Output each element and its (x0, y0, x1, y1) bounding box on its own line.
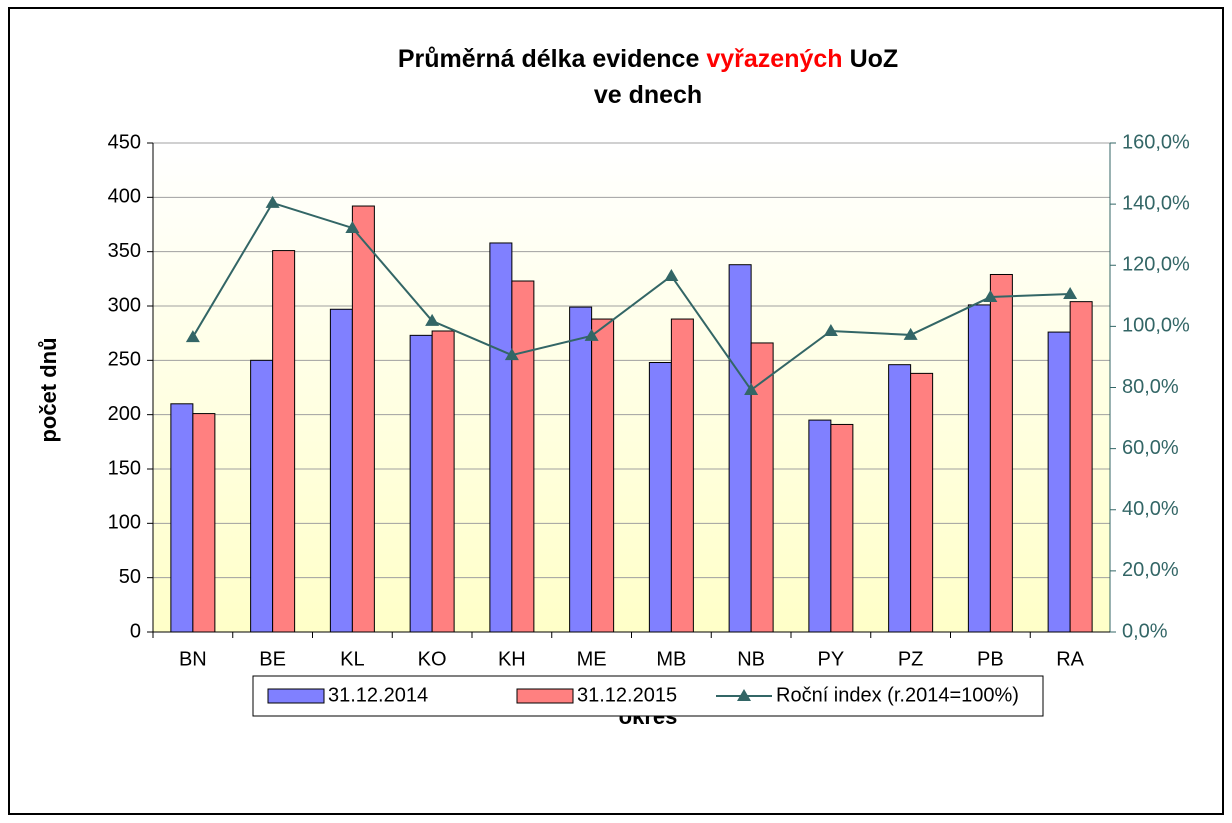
bar (409, 334, 433, 633)
bar (670, 318, 694, 633)
y-tick-label: 100 (108, 512, 141, 534)
title-part: ve dnech (594, 81, 702, 109)
x-tick-label: BN (179, 648, 207, 670)
bar (272, 250, 296, 633)
bar (511, 280, 535, 633)
y-tick-label: 150 (108, 457, 141, 479)
title-part: vyřazených (706, 45, 842, 73)
bar (728, 264, 752, 633)
title-part: UoZ (850, 45, 899, 73)
x-tick-label: MB (656, 648, 686, 670)
y-tick-label: 350 (108, 240, 141, 262)
y2-tick-label: 40,0% (1122, 498, 1179, 520)
bar (329, 308, 353, 633)
legend-box (252, 675, 1044, 717)
marker (345, 220, 360, 233)
y2-tick-label: 0,0% (1122, 620, 1168, 642)
bar (569, 306, 593, 633)
bar (489, 242, 513, 633)
bar (1047, 331, 1071, 633)
legend-label: 31.12.2014 (328, 684, 428, 706)
y-tick-label: 200 (108, 403, 141, 425)
bar (431, 330, 455, 633)
legend-swatch (267, 688, 325, 704)
y2-tick-label: 100,0% (1122, 315, 1190, 337)
bar (750, 342, 774, 633)
y2-tick-label: 160,0% (1122, 131, 1190, 153)
bar (808, 419, 832, 633)
y2-tick-label: 120,0% (1122, 254, 1190, 276)
x-tick-label: KO (418, 648, 447, 670)
bar (170, 403, 194, 633)
chart-title: Průměrná délka evidence vyřazených UoZ (398, 45, 898, 73)
marker (504, 348, 519, 361)
x-tick-label: PB (977, 648, 1004, 670)
bar (989, 273, 1013, 633)
y2-tick-label: 80,0% (1122, 376, 1179, 398)
x-tick-label: ME (577, 648, 607, 670)
marker (185, 330, 200, 343)
legend-swatch (737, 689, 751, 701)
y-tick-label: 250 (108, 349, 141, 371)
x-tick-label: RA (1056, 648, 1084, 670)
plot-area (152, 142, 1111, 633)
bar (250, 359, 274, 633)
marker (425, 313, 440, 326)
bar (888, 364, 912, 633)
marker (265, 195, 280, 208)
legend-label: 31.12.2015 (577, 684, 677, 706)
bar (910, 372, 934, 633)
legend-label: Roční index (r.2014=100%) (776, 684, 1019, 706)
bar (591, 318, 615, 633)
y-axis-label: počet dnů (36, 337, 61, 442)
x-tick-label: KL (340, 648, 364, 670)
x-tick-label: NB (737, 648, 765, 670)
bar (192, 413, 216, 633)
bar (1069, 301, 1093, 633)
y-tick-label: 450 (108, 131, 141, 153)
marker (903, 327, 918, 340)
y2-tick-label: 20,0% (1122, 559, 1179, 581)
y-tick-label: 50 (119, 566, 141, 588)
y2-tick-label: 140,0% (1122, 192, 1190, 214)
marker (823, 323, 838, 336)
line (192, 201, 1071, 392)
marker (744, 382, 759, 395)
marker (983, 290, 998, 303)
marker (664, 268, 679, 281)
x-tick-label: KH (498, 648, 526, 670)
marker (584, 328, 599, 341)
title-part: Průměrná délka evidence (398, 45, 700, 73)
bar (351, 205, 375, 633)
marker (1063, 286, 1078, 299)
y-tick-label: 300 (108, 294, 141, 316)
chart-title: ve dnech (594, 81, 702, 109)
y2-tick-label: 60,0% (1122, 437, 1179, 459)
bar (830, 423, 854, 633)
x-tick-label: PZ (898, 648, 924, 670)
y-tick-label: 400 (108, 186, 141, 208)
bar (648, 362, 672, 633)
x-tick-label: BE (259, 648, 286, 670)
bar (967, 304, 991, 633)
legend-swatch (516, 688, 574, 704)
x-tick-label: PY (818, 648, 845, 670)
y-tick-label: 0 (130, 620, 141, 642)
